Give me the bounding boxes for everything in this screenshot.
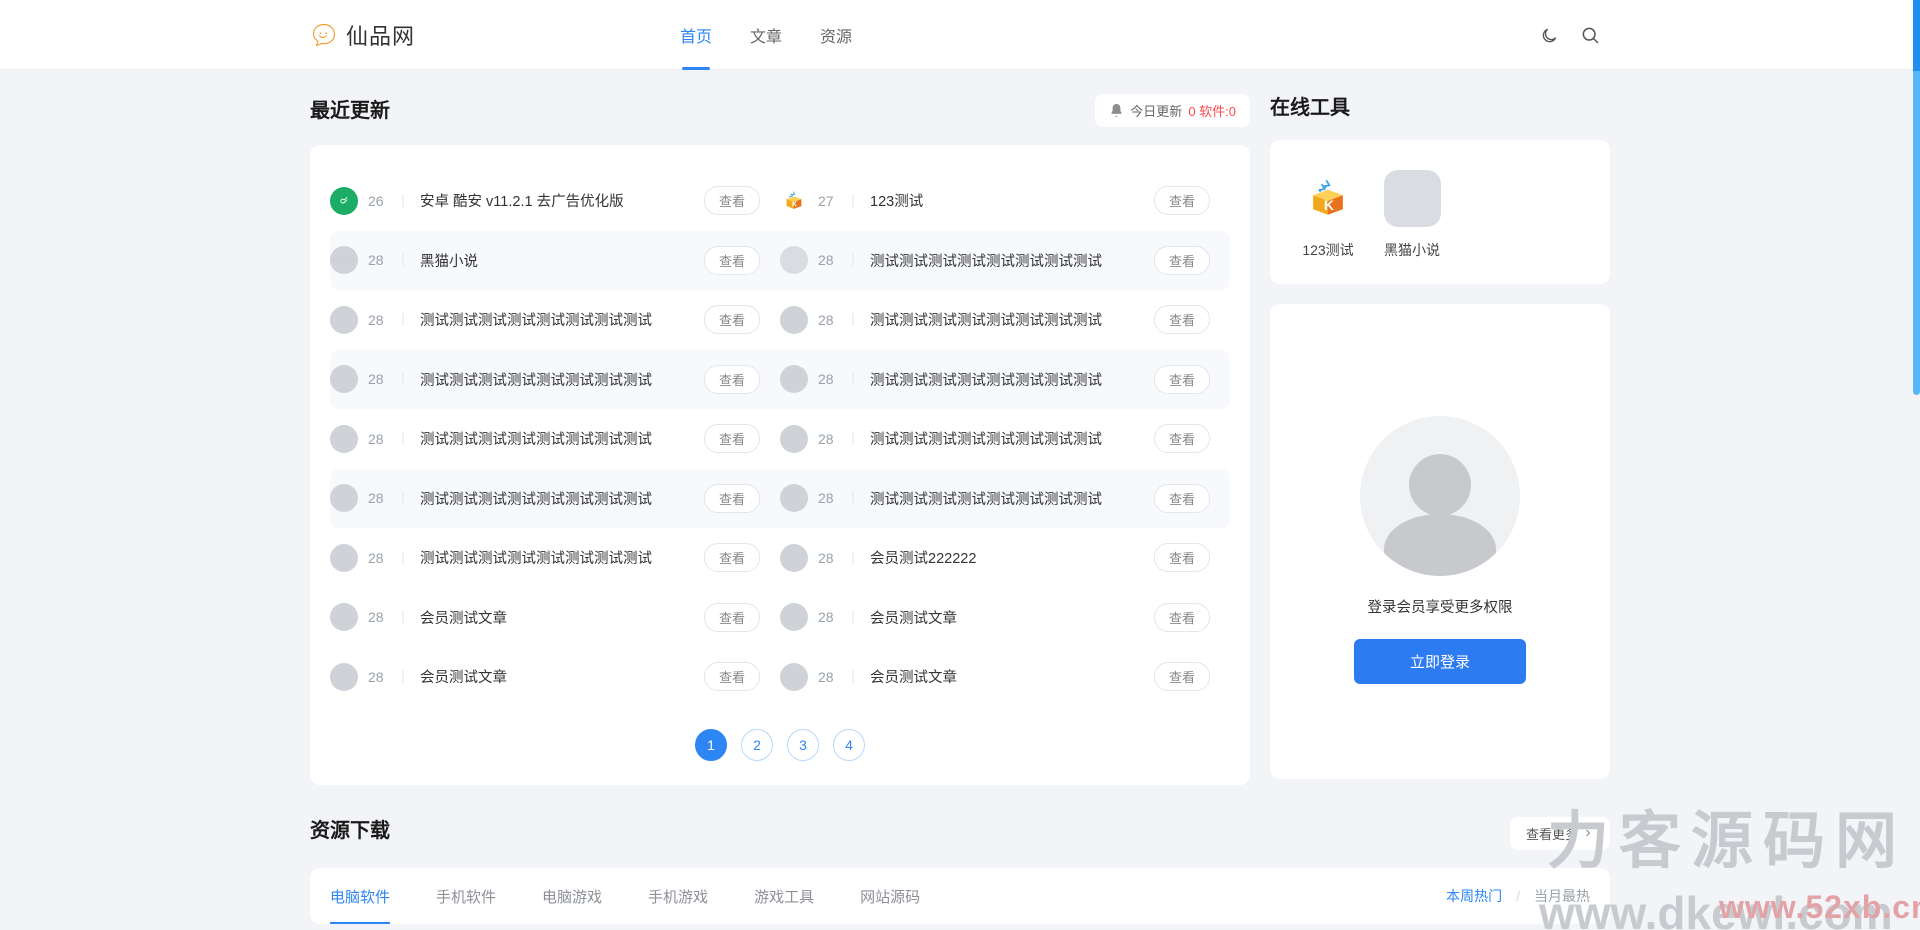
svg-text:K: K [1324,197,1334,213]
svg-text:K: K [792,201,797,208]
